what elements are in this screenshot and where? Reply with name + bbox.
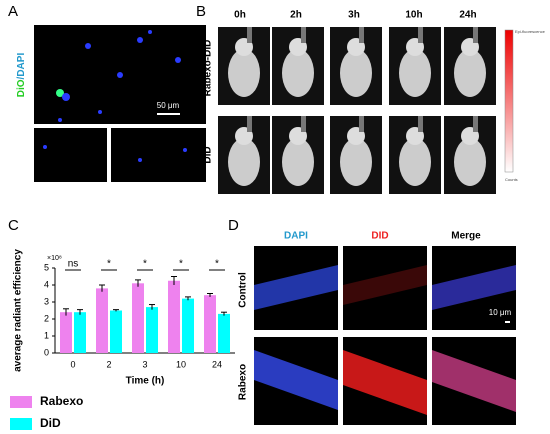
bar bbox=[218, 313, 230, 353]
y-tick-label: 2 bbox=[44, 313, 49, 323]
multiplier: ×10⁸ bbox=[47, 255, 62, 262]
legend-swatch bbox=[10, 396, 32, 408]
column-label: Merge bbox=[451, 231, 481, 242]
stain-label: DiO/DAPI bbox=[16, 53, 27, 98]
scale-label: 10 μm bbox=[489, 308, 512, 317]
bar bbox=[168, 280, 180, 353]
colorbar-unit: Counts bbox=[505, 177, 518, 182]
column-label: DAPI bbox=[284, 231, 308, 242]
micrograph bbox=[111, 128, 206, 182]
cells bbox=[43, 30, 187, 162]
scale-bar bbox=[505, 321, 510, 323]
colorbar-title: Epi-fluorescence bbox=[515, 29, 546, 34]
bar bbox=[146, 307, 158, 353]
micrograph bbox=[34, 128, 107, 182]
significance: * bbox=[179, 259, 183, 270]
time-label: 10h bbox=[405, 10, 422, 21]
row-label: Rabexo-DiD bbox=[203, 40, 214, 97]
y-tick-label: 3 bbox=[44, 296, 49, 306]
y-tick-label: 4 bbox=[44, 279, 49, 289]
bar bbox=[132, 283, 144, 353]
y-axis-label: average radiant efficiency bbox=[13, 249, 24, 372]
bar bbox=[110, 310, 122, 353]
bar bbox=[204, 295, 216, 353]
colorbar bbox=[504, 29, 514, 173]
bar-chart: 0 1 2 3 4 5 average radiant efficiency ×10⁸ Time… bbox=[10, 249, 235, 430]
x-tick-label: 24 bbox=[212, 359, 222, 369]
time-label: 3h bbox=[348, 10, 360, 21]
significance: * bbox=[143, 259, 147, 270]
panel-label: A bbox=[8, 3, 18, 20]
x-tick-label: 3 bbox=[142, 359, 147, 369]
significance: * bbox=[215, 259, 219, 270]
scale-label: 50 μm bbox=[157, 101, 180, 110]
x-tick-label: 0 bbox=[70, 359, 75, 369]
panel-label: C bbox=[8, 217, 19, 234]
time-label: 2h bbox=[290, 10, 302, 21]
bar bbox=[96, 288, 108, 353]
panel-label: D bbox=[228, 217, 239, 234]
x-tick-label: 2 bbox=[106, 359, 111, 369]
column-label: DID bbox=[371, 231, 388, 242]
y-tick-label: 5 bbox=[44, 262, 49, 272]
mouse-images bbox=[218, 27, 496, 194]
significance: * bbox=[107, 259, 111, 270]
y-tick-label: 0 bbox=[44, 347, 49, 357]
y-tick-label: 1 bbox=[44, 330, 49, 340]
row-label: DiD bbox=[203, 146, 214, 163]
x-axis-label: Time (h) bbox=[126, 376, 165, 387]
row-label: Control bbox=[238, 272, 249, 308]
bar bbox=[74, 312, 86, 353]
tissue-images bbox=[254, 246, 516, 425]
legend-label: DiD bbox=[40, 416, 61, 430]
time-label: 0h bbox=[234, 10, 246, 21]
panel-label: B bbox=[196, 3, 206, 20]
bar bbox=[60, 312, 72, 353]
time-label: 24h bbox=[459, 10, 476, 21]
row-label: Rabexo bbox=[238, 364, 249, 400]
bar bbox=[182, 298, 194, 353]
legend-swatch bbox=[10, 418, 32, 430]
x-tick-label: 10 bbox=[176, 359, 186, 369]
significance: ns bbox=[68, 259, 79, 270]
legend-label: Rabexo bbox=[40, 394, 83, 408]
